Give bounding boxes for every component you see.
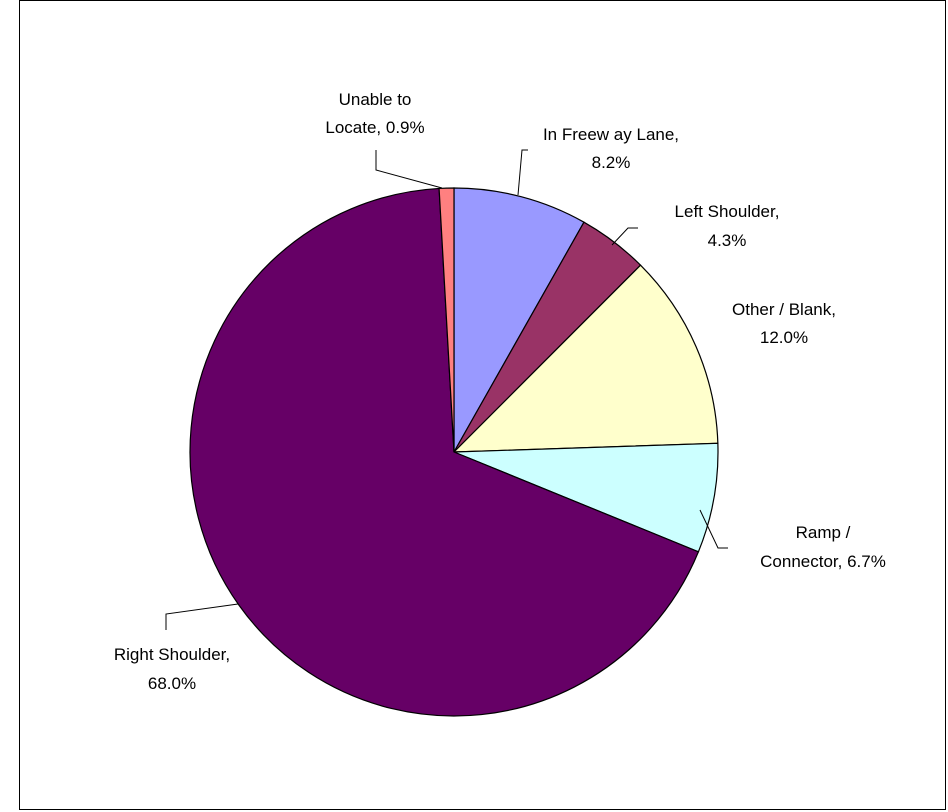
leader-line-freeway-lane — [517, 149, 528, 196]
label-left-shoulder-value: 4.3% — [708, 231, 747, 250]
slice-labels: In Freew ay Lane, 8.2% Left Shoulder, 4.… — [114, 90, 886, 693]
label-other-blank-name: Other / Blank, — [732, 300, 836, 319]
pie-slice-unable-to — [438, 187, 455, 453]
leader-line-left-shoulder — [611, 227, 638, 246]
label-ramp-connector-value: Connector, 6.7% — [760, 552, 886, 571]
leader-line-right-shoulder — [165, 603, 239, 630]
label-unable-to-locate-name: Unable to — [339, 90, 412, 109]
pie-slice-other-blank — [452, 264, 719, 453]
label-right-shoulder-name: Right Shoulder, — [114, 645, 230, 664]
label-freeway-lane-name: In Freew ay Lane, — [543, 125, 679, 144]
leader-line-unable-to-locate — [375, 150, 443, 189]
label-other-blank-value: 12.0% — [760, 328, 808, 347]
label-right-shoulder-value: 68.0% — [148, 674, 196, 693]
pie-slices — [189, 187, 719, 717]
pie-slice-ramp — [453, 442, 719, 553]
label-ramp-connector-name: Ramp / — [796, 523, 851, 542]
leader-lines — [165, 149, 728, 630]
label-freeway-lane-value: 8.2% — [592, 153, 631, 172]
leader-line-ramp-connector — [699, 509, 728, 549]
pie-slice-right-shoulder — [189, 187, 700, 717]
label-unable-to-locate-value: Locate, 0.9% — [325, 118, 424, 137]
label-left-shoulder-name: Left Shoulder, — [675, 202, 780, 221]
pie-slice-in-freew-ay-lane — [453, 187, 585, 455]
